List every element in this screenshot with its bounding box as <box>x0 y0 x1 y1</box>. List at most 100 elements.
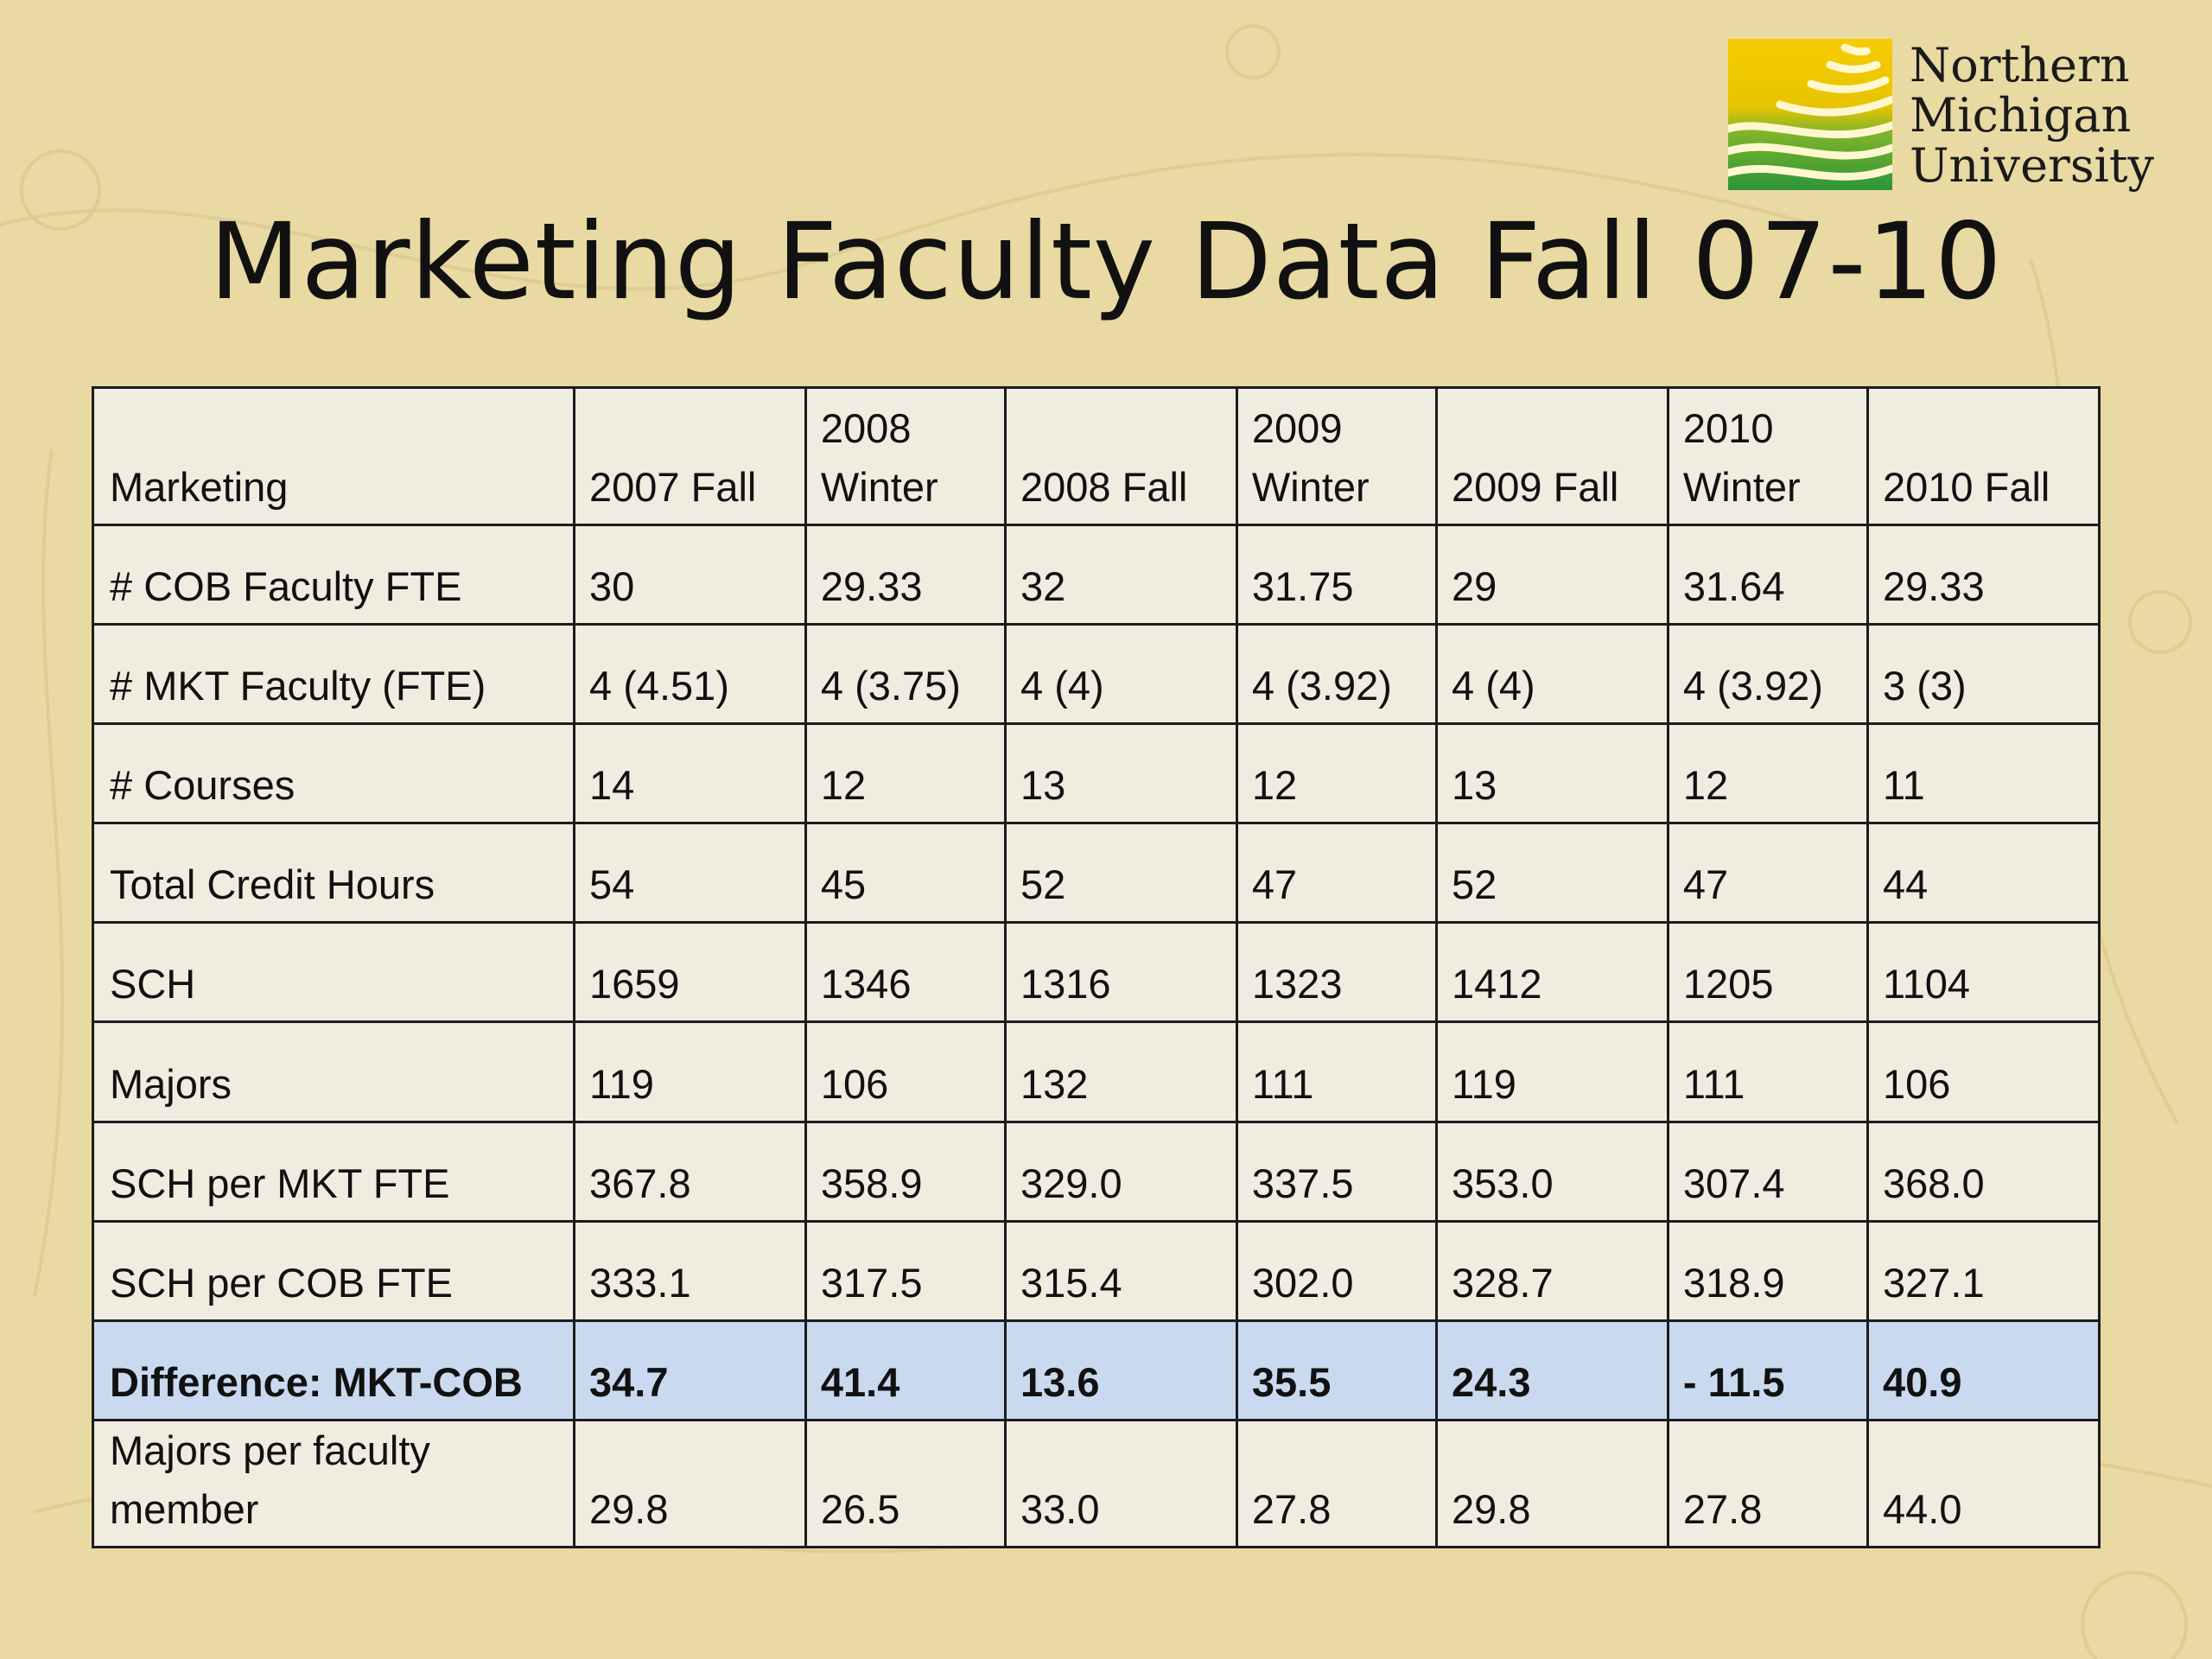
value-cell: 4 (4) <box>1004 623 1238 726</box>
header-cell: 2008 Fall <box>1004 386 1238 526</box>
row-label: Total Credit Hours <box>110 861 435 908</box>
value-cell: 307.4 <box>1666 1120 1870 1223</box>
value-cell: 318.9 <box>1666 1219 1870 1322</box>
row-label: SCH per MKT FTE <box>110 1160 450 1206</box>
value-cell: 35.5 <box>1235 1319 1439 1421</box>
header-cell: 2007 Fall <box>573 386 807 526</box>
value-cell: 14 <box>573 722 807 825</box>
value-cell: 358.9 <box>804 1120 1007 1223</box>
value-cell: 119 <box>1435 1020 1669 1123</box>
row-label: Difference: MKT-COB <box>110 1358 523 1405</box>
value-cell: 367.8 <box>573 1120 807 1223</box>
value-cell: 353.0 <box>1435 1120 1669 1223</box>
value-cell: 13.6 <box>1004 1319 1238 1421</box>
value-cell: 4 (3.92) <box>1235 623 1439 726</box>
table-row-highlighted: Difference: MKT-COB 34.7 41.4 13.6 35.5 24.3-… <box>92 1319 2101 1421</box>
row-label-cell: SCH <box>92 921 575 1024</box>
row-label: # COB Faculty FTE <box>110 563 462 610</box>
value-cell: 40.9 <box>1866 1319 2101 1421</box>
row-label: SCH <box>110 961 196 1007</box>
value-cell: 13 <box>1004 722 1238 825</box>
row-label-cell: SCH per COB FTE <box>92 1219 575 1322</box>
row-label-cell: # MKT Faculty (FTE) <box>92 623 575 726</box>
value-cell: 317.5 <box>804 1219 1007 1322</box>
header-cell: 2010 Winter <box>1666 386 1870 526</box>
row-label: # Courses <box>110 762 296 809</box>
value-cell: 12 <box>804 722 1007 825</box>
value-cell: 1104 <box>1866 921 2101 1024</box>
value-cell: 47 <box>1666 822 1870 925</box>
value-cell: 1205 <box>1666 921 1870 1024</box>
value-cell: 32 <box>1004 523 1238 626</box>
value-cell: 12 <box>1666 722 1870 825</box>
value-cell: 29 <box>1435 523 1669 626</box>
header-cell: Marketing <box>92 386 575 526</box>
value-cell: - 11.5 <box>1666 1319 1870 1421</box>
row-label-cell: Majors per faculty member <box>92 1418 575 1549</box>
value-cell: 45 <box>804 822 1007 925</box>
header-cell: 2009 Winter <box>1235 386 1439 526</box>
table-row: # MKT Faculty (FTE) 4 (4.51) 4 (3.75) 4 (4)… <box>92 623 2101 726</box>
value-cell: 111 <box>1235 1020 1439 1123</box>
value-cell: 1346 <box>804 921 1007 1024</box>
table-header-row: Marketing 2007 Fall 2008 Winter 2008 Fall… <box>92 386 2101 526</box>
row-label: SCH per COB FTE <box>110 1259 453 1306</box>
value-cell: 11 <box>1866 722 2101 825</box>
value-cell: 328.7 <box>1435 1219 1669 1322</box>
row-label-cell: Difference: MKT-COB <box>92 1319 575 1421</box>
header-cell: 2010 Fall <box>1866 386 2101 526</box>
value-cell: 1323 <box>1235 921 1439 1024</box>
value-cell: 52 <box>1435 822 1669 925</box>
value-cell: 54 <box>573 822 807 925</box>
logo-line: Northern <box>1910 38 2130 92</box>
value-cell: 333.1 <box>573 1219 807 1322</box>
row-label: Majors per faculty <box>110 1427 430 1473</box>
table-row: # COB Faculty FTE 30 29.33 32 31.75 29 31.64 29… <box>92 523 2101 626</box>
value-cell: 34.7 <box>573 1319 807 1421</box>
value-cell: 44 <box>1866 822 2101 925</box>
value-cell: 327.1 <box>1866 1219 2101 1322</box>
row-label: Majors <box>110 1060 232 1107</box>
table-row: # Courses 14 12 13 12 13 12 11 <box>92 722 2101 825</box>
value-cell: 4 (4) <box>1435 623 1669 726</box>
logo-line: University <box>1910 138 2155 193</box>
value-cell: 106 <box>804 1020 1007 1123</box>
value-cell: 111 <box>1666 1020 1870 1123</box>
row-label: member <box>110 1486 259 1532</box>
value-cell: 1659 <box>573 921 807 1024</box>
value-cell: 31.64 <box>1666 523 1870 626</box>
value-cell: 302.0 <box>1235 1219 1439 1322</box>
value-cell: 30 <box>573 523 807 626</box>
value-cell: 26.5 <box>804 1418 1007 1549</box>
table-row: SCH 1659 1346 1316 1323 1412 1205 1104 <box>92 921 2101 1024</box>
value-cell: 12 <box>1235 722 1439 825</box>
logo-wordmark: Northern Michigan University <box>1910 41 2154 191</box>
logo-mark-icon <box>1728 39 1892 190</box>
row-label-cell: # COB Faculty FTE <box>92 523 575 626</box>
logo-line: Michigan <box>1910 88 2132 143</box>
value-cell: 106 <box>1866 1020 2101 1123</box>
value-cell: 337.5 <box>1235 1120 1439 1223</box>
slide-title: Marketing Faculty Data Fall 07-10 <box>209 200 2003 323</box>
header-cell: 2008 Winter <box>804 386 1007 526</box>
table-row: Majors 119 106 132 111 119 111 106 <box>92 1020 2101 1123</box>
value-cell: 1412 <box>1435 921 1669 1024</box>
value-cell: 29.8 <box>573 1418 807 1549</box>
value-cell: 29.8 <box>1435 1418 1669 1549</box>
value-cell: 368.0 <box>1866 1120 2101 1223</box>
value-cell: 132 <box>1004 1020 1238 1123</box>
value-cell: 27.8 <box>1235 1418 1439 1549</box>
value-cell: 44.0 <box>1866 1418 2101 1549</box>
value-cell: 47 <box>1235 822 1439 925</box>
value-cell: 31.75 <box>1235 523 1439 626</box>
value-cell: 1316 <box>1004 921 1238 1024</box>
table-row: SCH per COB FTE 333.1 317.5 315.4 302.0 328.7… <box>92 1219 2101 1322</box>
table-row: Majors per faculty member 29.8 26.5 33.0 27.8… <box>92 1418 2101 1549</box>
value-cell: 3 (3) <box>1866 623 2101 726</box>
value-cell: 52 <box>1004 822 1238 925</box>
value-cell: 41.4 <box>804 1319 1007 1421</box>
value-cell: 33.0 <box>1004 1418 1238 1549</box>
header-cell: 2009 Fall <box>1435 386 1669 526</box>
table-row: SCH per MKT FTE 367.8 358.9 329.0 337.5 353.0… <box>92 1120 2101 1223</box>
value-cell: 27.8 <box>1666 1418 1870 1549</box>
